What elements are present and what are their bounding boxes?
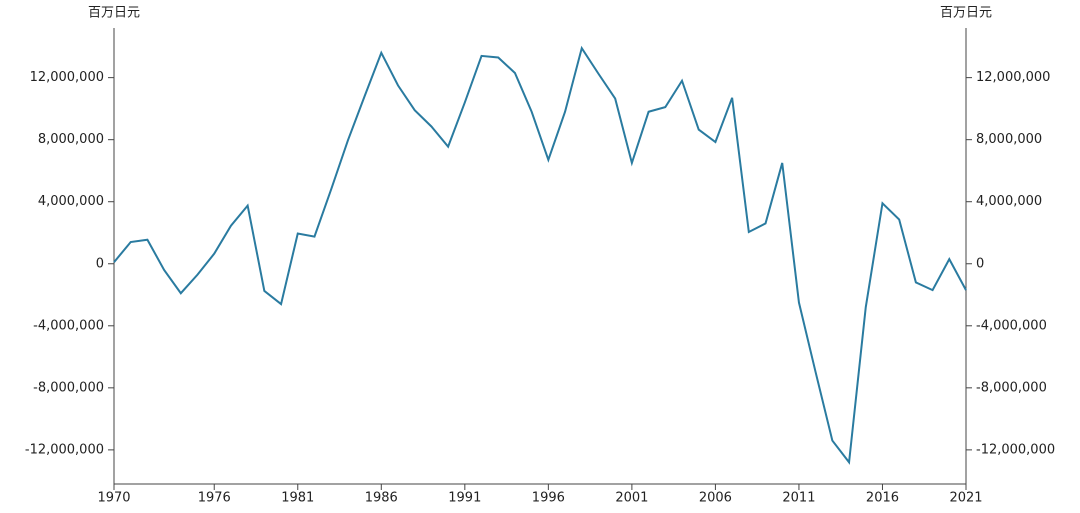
y2-axis-label: 百万日元: [940, 6, 992, 21]
x-tick-label: 2006: [699, 491, 732, 506]
y2-tick-label: 0: [976, 256, 984, 271]
x-tick-label: 1986: [365, 491, 398, 506]
x-tick-label: 2021: [949, 491, 982, 506]
x-tick-label: 1976: [198, 491, 231, 506]
y-tick-label: -8,000,000: [33, 380, 104, 395]
x-tick-label: 2001: [615, 491, 648, 506]
y-tick-label: 0: [96, 256, 104, 271]
data-line: [113, 45, 967, 465]
y2-tick-label: 4,000,000: [976, 194, 1042, 209]
y-axis-label: 百万日元: [88, 6, 140, 21]
y-tick-label: 12,000,000: [30, 70, 104, 85]
y2-tick-label: -8,000,000: [976, 380, 1047, 395]
x-tick-label: 2011: [782, 491, 815, 506]
y-tick-label: -12,000,000: [25, 442, 104, 457]
y-tick-label: -4,000,000: [33, 318, 104, 333]
x-tick-label: 1996: [532, 491, 565, 506]
x-tick-label: 1981: [281, 491, 314, 506]
x-tick-label: 1991: [448, 491, 481, 506]
y2-tick-label: -12,000,000: [976, 442, 1055, 457]
y-tick-label: 8,000,000: [38, 132, 104, 147]
x-tick-label: 2016: [866, 491, 899, 506]
y-tick-label: 4,000,000: [38, 194, 104, 209]
y2-tick-label: -4,000,000: [976, 318, 1047, 333]
y2-tick-label: 8,000,000: [976, 132, 1042, 147]
y2-tick-label: 12,000,000: [976, 70, 1050, 85]
x-tick-label: 1970: [97, 491, 130, 506]
